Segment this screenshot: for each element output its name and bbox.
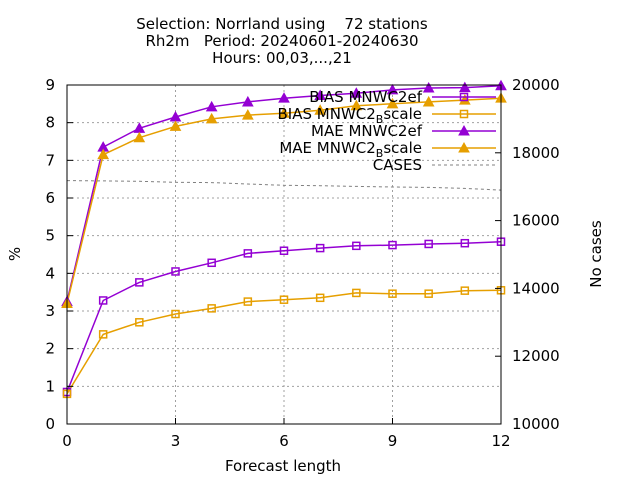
- x-tick-label: 3: [171, 432, 181, 450]
- x-tick-label: 6: [279, 432, 289, 450]
- data-point: [169, 120, 182, 131]
- y2-tick-label: 12000: [512, 347, 560, 365]
- data-point: [352, 241, 361, 251]
- y-tick-label: 3: [45, 302, 55, 320]
- y-tick-label: 2: [45, 340, 55, 358]
- data-point: [98, 296, 108, 305]
- data-point: [315, 293, 325, 303]
- data-point: [135, 318, 144, 327]
- data-point: [243, 249, 253, 258]
- data-point: [98, 330, 108, 339]
- data-point: [458, 81, 471, 93]
- y2-tick-label: 20000: [512, 76, 560, 94]
- data-point: [97, 148, 110, 160]
- chart-title: Selection: Norrland using 72 stationsRh2…: [136, 15, 428, 67]
- data-point: [205, 100, 218, 112]
- data-point: [460, 238, 470, 248]
- data-point: [133, 131, 146, 143]
- data-point: [243, 297, 253, 306]
- data-point: [205, 112, 218, 124]
- data-point: [386, 97, 399, 109]
- legend-marker: [458, 141, 470, 153]
- y2-tick-label: 16000: [512, 212, 560, 230]
- legend-label: CASES: [373, 156, 422, 174]
- legend-label: MAE MNWC2ef: [311, 122, 423, 140]
- title-line: Selection: Norrland using 72 stations: [136, 15, 428, 33]
- y-axis-label: %: [6, 247, 24, 261]
- grid-lines: [67, 85, 501, 424]
- data-point: [278, 92, 290, 103]
- y2-tick-label: 10000: [512, 415, 560, 433]
- data-point: [422, 95, 435, 107]
- data-point: [314, 104, 327, 115]
- x-tick-label: 12: [491, 432, 510, 450]
- y-tick-label: 1: [45, 377, 55, 395]
- y-tick-label: 9: [45, 76, 55, 94]
- data-point: [460, 286, 470, 295]
- data-point: [279, 295, 289, 304]
- data-point: [171, 309, 180, 319]
- data-point: [424, 289, 433, 298]
- series-line-1: [66, 289, 502, 395]
- title-line: Rh2m Period: 20240601-20240630: [145, 32, 418, 50]
- data-point: [386, 83, 399, 95]
- data-point: [135, 278, 144, 287]
- y2-axis-label: No cases: [587, 220, 605, 288]
- data-point: [424, 239, 433, 249]
- data-point: [315, 243, 325, 253]
- data-point: [207, 258, 216, 268]
- y-tick-label: 7: [45, 151, 55, 169]
- series-lines: [66, 85, 502, 395]
- data-point: [207, 304, 216, 313]
- data-point: [352, 288, 361, 298]
- axis-ticks: [66, 84, 502, 425]
- series-line-0: [66, 240, 502, 393]
- series-line-4: [66, 180, 502, 191]
- y2-tick-label: 14000: [512, 279, 560, 297]
- data-point: [279, 246, 289, 255]
- data-point: [350, 99, 363, 111]
- data-point: [388, 289, 397, 298]
- y-tick-label: 4: [45, 264, 55, 282]
- x-tick-label: 9: [388, 432, 398, 450]
- data-point: [278, 107, 290, 118]
- data-point: [422, 81, 435, 93]
- data-point: [350, 87, 363, 98]
- y2-tick-label: 18000: [512, 144, 560, 162]
- x-tick-label: 0: [62, 432, 72, 450]
- y-tick-label: 6: [45, 189, 55, 207]
- axis-labels: Forecast length% No cases: [6, 220, 605, 475]
- y-tick-label: 8: [45, 114, 55, 132]
- y-tick-label: 5: [45, 227, 55, 245]
- legend-label: BIAS MNWC2ef: [309, 88, 423, 106]
- legend-label: MAE MNWC2Bscale: [279, 139, 422, 160]
- legend-marker: [458, 124, 470, 136]
- x-axis-label: Forecast length: [225, 457, 341, 475]
- legend-label: BIAS MNWC2Bscale: [278, 105, 422, 126]
- legend-marker: [459, 109, 469, 119]
- y-tick-label: 0: [45, 415, 55, 433]
- data-point: [171, 267, 180, 276]
- data-point: [314, 89, 327, 101]
- legend-marker: [459, 92, 469, 102]
- series-markers: [61, 79, 507, 399]
- data-point: [388, 240, 397, 250]
- data-point: [241, 95, 254, 107]
- title-line: Hours: 00,03,...,21: [212, 49, 352, 67]
- data-point: [241, 109, 254, 120]
